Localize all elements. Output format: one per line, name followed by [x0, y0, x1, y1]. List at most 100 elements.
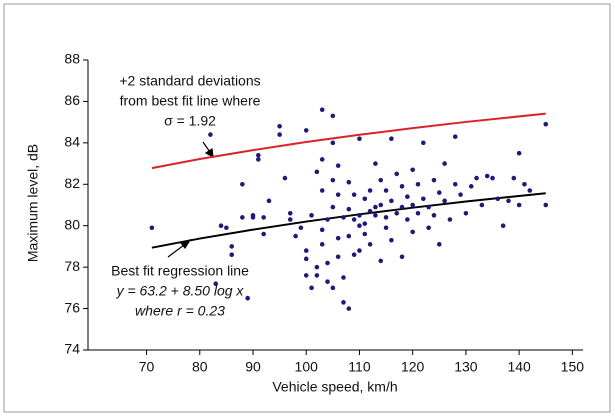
- point: [405, 194, 410, 200]
- point: [346, 233, 352, 239]
- point: [468, 184, 474, 189]
- fit-line: [151, 112, 546, 170]
- annotation: +2 standard deviations: [119, 73, 260, 89]
- point: [362, 221, 368, 226]
- point: [325, 279, 330, 284]
- annotation: σ = 1.92: [164, 113, 216, 129]
- y-tick-label: 88: [64, 51, 80, 67]
- point: [287, 217, 293, 222]
- x-tick-label: 100: [295, 359, 319, 375]
- point: [373, 161, 378, 166]
- point: [362, 196, 368, 202]
- point: [421, 140, 426, 146]
- point: [325, 260, 330, 266]
- point: [319, 157, 325, 162]
- point: [330, 140, 336, 146]
- point: [218, 223, 224, 229]
- point: [378, 202, 384, 208]
- point: [383, 225, 389, 231]
- point: [394, 171, 400, 177]
- x-axis-label: Vehicle speed, km/h: [272, 379, 397, 395]
- point: [261, 215, 266, 220]
- point: [266, 198, 272, 204]
- point: [399, 184, 405, 189]
- x-tick-label: 110: [348, 359, 371, 375]
- point: [229, 252, 235, 258]
- point: [335, 254, 341, 260]
- y-tick-label: 86: [64, 92, 80, 108]
- point: [319, 227, 325, 233]
- point: [367, 242, 373, 247]
- point: [325, 217, 330, 222]
- point: [357, 248, 362, 253]
- point: [527, 188, 533, 193]
- point: [335, 235, 341, 241]
- point: [421, 196, 426, 202]
- point: [522, 181, 527, 187]
- point: [426, 204, 431, 210]
- point: [373, 213, 378, 218]
- point: [479, 202, 485, 208]
- point: [330, 113, 336, 119]
- point: [208, 132, 213, 137]
- point: [394, 210, 400, 216]
- point: [367, 188, 373, 193]
- fit-line: [151, 192, 546, 249]
- point: [277, 132, 282, 137]
- y-tick-label: 84: [64, 134, 80, 150]
- point: [256, 157, 261, 162]
- point: [383, 215, 389, 220]
- point: [415, 181, 421, 187]
- point: [511, 175, 517, 181]
- point: [410, 229, 415, 235]
- x-tick-label: 150: [561, 359, 585, 375]
- point: [543, 121, 549, 127]
- point: [426, 225, 431, 231]
- point: [543, 202, 549, 208]
- point: [309, 285, 314, 291]
- point: [330, 204, 336, 210]
- point: [405, 217, 410, 222]
- point: [389, 198, 394, 204]
- point: [229, 244, 235, 249]
- point: [367, 208, 373, 214]
- y-tick-label: 76: [64, 299, 80, 315]
- x-tick-label: 70: [139, 359, 155, 375]
- y-axis-label: Maximum level, dB: [25, 144, 41, 262]
- point: [351, 252, 357, 258]
- point: [357, 136, 362, 142]
- point: [319, 107, 325, 113]
- point: [399, 254, 405, 260]
- point: [303, 128, 309, 133]
- point: [442, 198, 447, 204]
- point: [452, 134, 458, 139]
- point: [436, 242, 442, 247]
- point: [250, 215, 256, 220]
- point: [490, 175, 495, 181]
- y-tick-label: 82: [64, 175, 80, 191]
- point: [261, 231, 266, 237]
- point: [399, 204, 405, 210]
- point: [303, 256, 309, 262]
- frame: [3, 3, 611, 413]
- point: [351, 192, 357, 197]
- point: [447, 217, 453, 222]
- point: [213, 281, 219, 287]
- x-tick-label: 120: [401, 359, 425, 375]
- point: [410, 167, 415, 173]
- point: [346, 179, 352, 185]
- point: [298, 225, 304, 231]
- point: [431, 177, 437, 183]
- point: [378, 258, 384, 264]
- point: [309, 213, 314, 218]
- point: [516, 202, 522, 208]
- y-tick-label: 80: [64, 216, 80, 232]
- point: [410, 202, 415, 208]
- point: [256, 152, 261, 158]
- point: [303, 273, 309, 278]
- point: [240, 215, 245, 220]
- point: [436, 190, 442, 195]
- point: [245, 295, 250, 301]
- point: [224, 225, 229, 231]
- point: [282, 175, 288, 181]
